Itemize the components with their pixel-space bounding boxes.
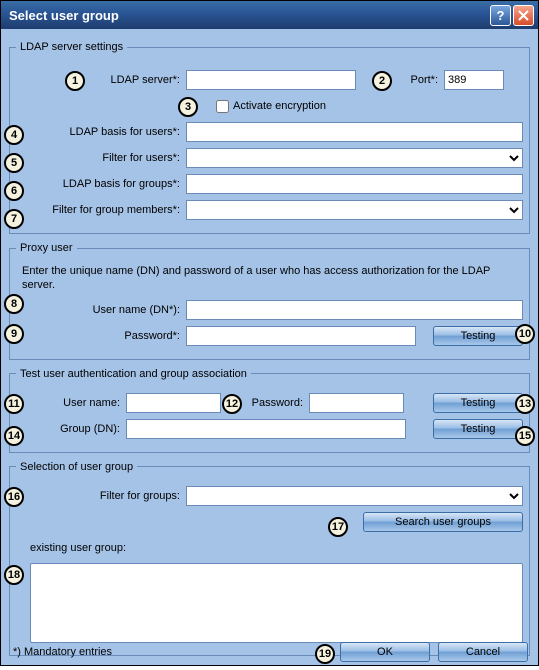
proxy-password-input[interactable] xyxy=(186,326,416,346)
proxy-testing-button[interactable]: Testing xyxy=(433,326,523,346)
annotation-marker: 6 xyxy=(4,181,24,201)
proxy-description: Enter the unique name (DN) and password … xyxy=(22,264,517,293)
annotation-marker: 1 xyxy=(65,71,85,91)
annotation-marker: 7 xyxy=(4,209,24,229)
annotation-marker: 8 xyxy=(4,294,24,314)
annotation-marker: 4 xyxy=(4,125,24,145)
annotation-marker: 14 xyxy=(4,426,24,446)
annotation-marker: 15 xyxy=(515,426,535,446)
test-password-input[interactable] xyxy=(309,393,404,413)
filter-users-label: Filter for users*: xyxy=(16,152,186,164)
annotation-marker: 10 xyxy=(515,324,535,344)
test-username-input[interactable] xyxy=(126,393,221,413)
search-user-groups-button[interactable]: Search user groups xyxy=(363,512,523,532)
group-dn-label: Group (DN): xyxy=(16,423,126,435)
test-auth-group: Test user authentication and group assoc… xyxy=(9,368,530,453)
group-testing-button[interactable]: Testing xyxy=(433,419,523,439)
group-dn-input[interactable] xyxy=(126,419,406,439)
ldap-basis-groups-input[interactable] xyxy=(186,174,523,194)
annotation-marker: 11 xyxy=(4,394,24,414)
filter-group-members-label: Filter for group members*: xyxy=(16,204,186,216)
ldap-basis-users-input[interactable] xyxy=(186,122,523,142)
ok-button[interactable]: OK xyxy=(340,642,430,662)
filter-group-members-select[interactable] xyxy=(186,200,523,220)
annotation-marker: 18 xyxy=(4,565,24,585)
annotation-marker: 3 xyxy=(178,97,198,117)
test-auth-testing-button[interactable]: Testing xyxy=(433,393,523,413)
activate-encryption-checkbox[interactable] xyxy=(216,100,229,113)
test-username-label: User name: xyxy=(16,397,126,409)
ldap-basis-groups-label: LDAP basis for groups*: xyxy=(16,178,186,190)
close-button[interactable] xyxy=(513,5,534,26)
test-auth-legend: Test user authentication and group assoc… xyxy=(16,368,251,380)
proxy-user-legend: Proxy user xyxy=(16,242,77,254)
test-password-label: Password: xyxy=(249,397,309,409)
existing-user-group-list[interactable] xyxy=(30,563,523,643)
ldap-server-input[interactable] xyxy=(186,70,356,90)
selection-group: Selection of user group 16 Filter for gr… xyxy=(9,461,530,656)
ldap-server-label: LDAP server*: xyxy=(16,74,186,86)
dialog-window: Select user group ? LDAP server settings… xyxy=(0,0,539,666)
ldap-settings-legend: LDAP server settings xyxy=(16,41,127,53)
annotation-marker: 12 xyxy=(222,394,242,414)
annotation-marker: 19 xyxy=(315,644,335,664)
annotation-marker: 17 xyxy=(328,517,348,537)
ldap-settings-group: LDAP server settings 1 2 LDAP server*: P… xyxy=(9,41,530,234)
annotation-marker: 13 xyxy=(515,394,535,414)
proxy-user-group: Proxy user Enter the unique name (DN) an… xyxy=(9,242,530,360)
annotation-marker: 5 xyxy=(4,153,24,173)
port-input[interactable] xyxy=(444,70,504,90)
cancel-button[interactable]: Cancel xyxy=(438,642,528,662)
annotation-marker: 16 xyxy=(4,487,24,507)
close-icon xyxy=(518,10,529,21)
filter-users-select[interactable] xyxy=(186,148,523,168)
proxy-password-label: Password*: xyxy=(16,330,186,342)
annotation-marker: 9 xyxy=(4,324,24,344)
activate-encryption-label: Activate encryption xyxy=(233,100,326,112)
dialog-body: LDAP server settings 1 2 LDAP server*: P… xyxy=(1,29,538,670)
help-button[interactable]: ? xyxy=(490,5,511,26)
window-title: Select user group xyxy=(9,8,488,23)
ldap-basis-users-label: LDAP basis for users*: xyxy=(16,126,186,138)
existing-group-label: existing user group: xyxy=(16,542,186,554)
proxy-username-label: User name (DN*): xyxy=(16,304,186,316)
filter-groups-select[interactable] xyxy=(186,486,523,506)
mandatory-note: *) Mandatory entries xyxy=(13,646,112,658)
dialog-buttons: OK Cancel xyxy=(340,642,528,662)
filter-groups-label: Filter for groups: xyxy=(16,490,186,502)
selection-legend: Selection of user group xyxy=(16,461,137,473)
port-label: Port*: xyxy=(404,74,444,86)
proxy-username-input[interactable] xyxy=(186,300,523,320)
titlebar: Select user group ? xyxy=(1,1,538,29)
annotation-marker: 2 xyxy=(372,71,392,91)
